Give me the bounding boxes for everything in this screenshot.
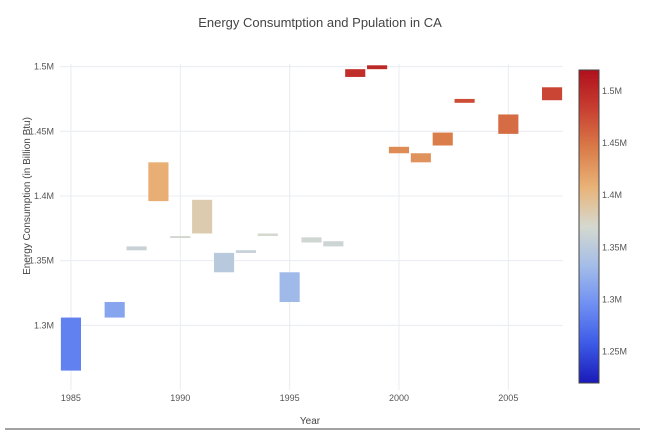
bar bbox=[498, 114, 519, 134]
bar bbox=[60, 317, 81, 371]
x-tick-label: 1985 bbox=[61, 393, 81, 403]
colorbar-tick-label: 1.5M bbox=[602, 86, 622, 96]
colorbar-tick-label: 1.3M bbox=[602, 295, 622, 305]
colorbar-tick-label: 1.35M bbox=[602, 242, 627, 252]
bar bbox=[170, 236, 191, 239]
x-tick-label: 1990 bbox=[170, 393, 190, 403]
bar bbox=[367, 65, 388, 70]
bar bbox=[257, 233, 278, 237]
y-tick-label: 1.4M bbox=[34, 191, 54, 201]
colorbar: 1.25M 1.3M 1.35M 1.4M 1.45M 1.5M bbox=[578, 69, 627, 384]
x-tick-label: 2000 bbox=[389, 393, 409, 403]
bar bbox=[301, 237, 322, 243]
colorbar-tick-label: 1.4M bbox=[602, 190, 622, 200]
bar bbox=[213, 252, 235, 273]
x-axis-ticks: 1985 1990 1995 2000 2005 bbox=[61, 393, 518, 403]
y-tick-label: 1.3M bbox=[34, 320, 54, 330]
bar bbox=[235, 250, 256, 253]
y-tick-label: 1.45M bbox=[29, 126, 54, 136]
chart-title: Energy Consumtption and Ppulation in CA bbox=[198, 15, 442, 30]
grid bbox=[60, 64, 563, 390]
bars bbox=[60, 65, 563, 371]
x-tick-label: 2005 bbox=[498, 393, 518, 403]
y-tick-label: 1.5M bbox=[34, 62, 54, 72]
bar bbox=[388, 146, 410, 154]
colorbar-tick-label: 1.45M bbox=[602, 138, 627, 148]
bar bbox=[410, 153, 431, 163]
colorbar-tick-label: 1.25M bbox=[602, 347, 627, 357]
bar bbox=[323, 241, 344, 247]
colorbar-ticks: 1.25M 1.3M 1.35M 1.4M 1.45M 1.5M bbox=[602, 86, 627, 357]
bar bbox=[432, 132, 453, 146]
colorbar-gradient bbox=[578, 69, 600, 384]
y-axis-ticks: 1.3M 1.35M 1.4M 1.45M 1.5M bbox=[29, 62, 54, 331]
bar bbox=[148, 162, 169, 202]
bar bbox=[192, 199, 213, 234]
bar bbox=[104, 302, 125, 318]
y-axis-label: Energy Consumption (in Billion Btu) bbox=[22, 117, 33, 275]
bar bbox=[345, 69, 366, 77]
x-axis-label: Year bbox=[300, 416, 321, 427]
bar bbox=[279, 272, 300, 303]
bar bbox=[454, 98, 475, 103]
y-tick-label: 1.35M bbox=[29, 256, 54, 266]
bar bbox=[126, 246, 147, 251]
bar bbox=[542, 87, 563, 101]
x-tick-label: 1995 bbox=[280, 393, 300, 403]
